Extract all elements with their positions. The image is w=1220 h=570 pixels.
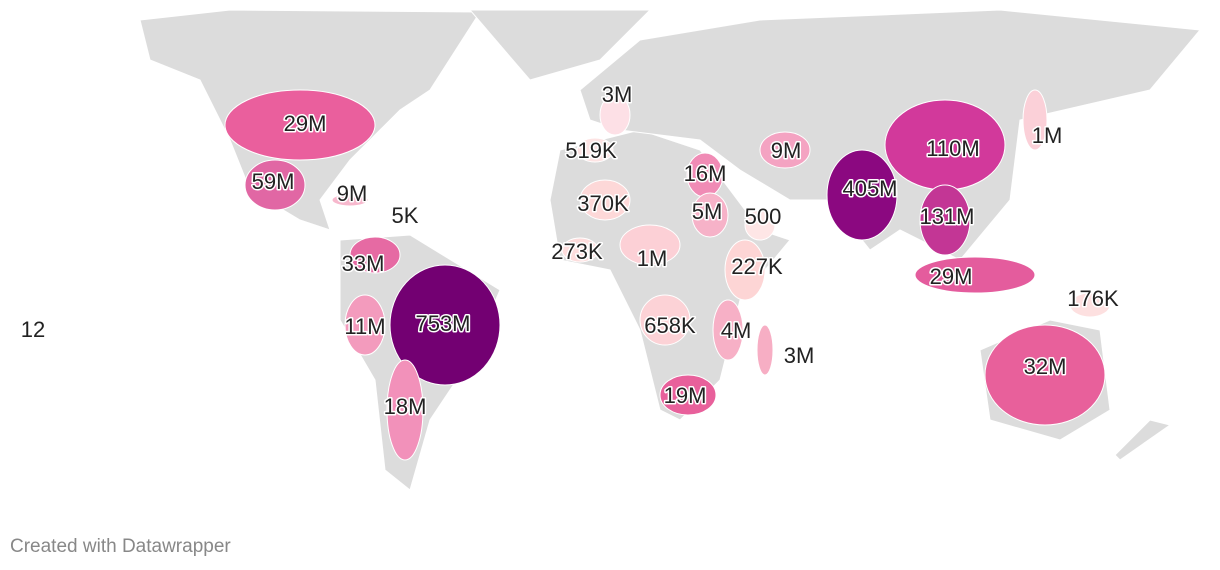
region: [744, 209, 776, 241]
region-label: 9M: [771, 138, 802, 163]
region-label: 1M: [637, 246, 668, 271]
region-label: 29M: [284, 111, 327, 136]
region-label: 273K: [551, 239, 603, 264]
region-label: 33M: [342, 251, 385, 276]
region: [1022, 89, 1048, 151]
region: [914, 256, 1036, 294]
region-label: 3M: [784, 343, 815, 368]
region-label: 500: [745, 204, 782, 229]
region: [659, 374, 717, 416]
region: [386, 359, 424, 461]
region: [576, 137, 614, 163]
region: [244, 159, 306, 211]
region-label: 5M: [692, 199, 723, 224]
region-label: 1M: [1032, 123, 1063, 148]
region: [712, 299, 744, 361]
region: [389, 264, 501, 386]
footer: Created with Datawrapper: [10, 536, 231, 557]
region: [224, 89, 376, 161]
region-label: 370K: [577, 191, 629, 216]
region: [756, 324, 774, 376]
region-label: 753M: [415, 311, 470, 336]
region-label: 11M: [344, 314, 385, 339]
region-label: 3M: [602, 82, 633, 107]
region-label: 176K: [1067, 286, 1119, 311]
region: [691, 192, 729, 238]
region-label: 19M: [664, 383, 707, 408]
region-label: 519K: [565, 138, 617, 163]
region-label: 227K: [731, 254, 783, 279]
region-label: 16M: [684, 161, 727, 186]
region-label: 12: [21, 317, 45, 342]
region: [724, 239, 766, 301]
region: [984, 324, 1106, 426]
regions: [224, 89, 1111, 461]
region-label: 405M: [842, 176, 897, 201]
region: [599, 94, 631, 136]
region: [826, 149, 898, 241]
region-label: 110M: [926, 136, 979, 161]
region-label: 4M: [721, 318, 752, 343]
region: [349, 236, 401, 274]
labels: 29M 59M 9M 5K 33M 753M 11M 18M 12 3M 519K 370K 273K 1…: [19, 80, 1120, 420]
region: [331, 193, 369, 207]
region-label: 131M: [919, 204, 974, 229]
region: [639, 294, 691, 346]
region: [561, 237, 599, 263]
region-label: 32M: [1024, 354, 1067, 379]
region: [579, 179, 631, 221]
region: [919, 184, 971, 256]
region-label: 658K: [644, 313, 696, 338]
region: [619, 224, 681, 266]
region-label: 29M: [930, 264, 973, 289]
region-label: 5K: [392, 203, 419, 228]
region: [344, 294, 386, 356]
new-zealand: [1114, 419, 1172, 461]
region-label: 9M: [337, 181, 368, 206]
region-label: 59M: [252, 169, 295, 194]
region: [1069, 292, 1111, 318]
region-label: 18M: [384, 394, 427, 419]
region: [759, 131, 811, 169]
greenland: [468, 9, 652, 81]
